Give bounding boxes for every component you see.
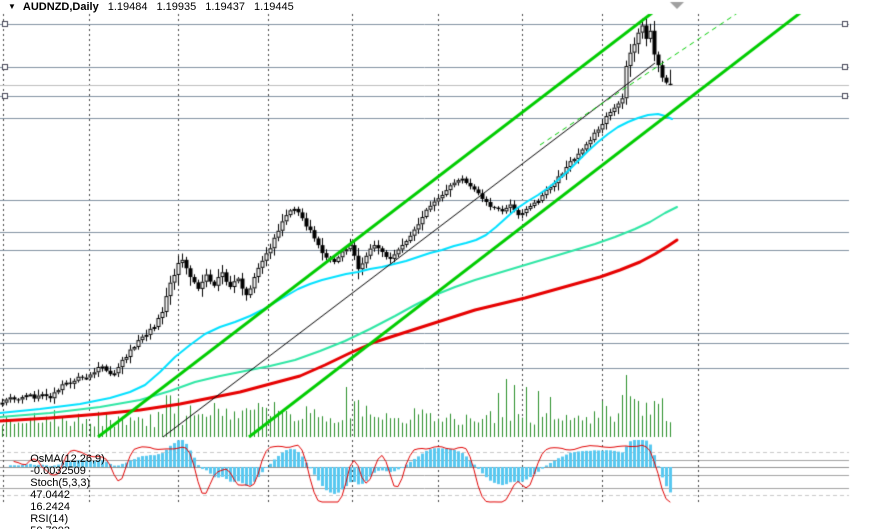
quote-low: 1.19437	[205, 0, 246, 13]
rsi-label: RSI(14)	[30, 513, 69, 525]
indicator-label-row: OsMA(12,26,9) -0.0032509 Stoch(5,3,3) 47…	[18, 441, 113, 529]
stoch-label: Stoch(5,3,3)	[30, 477, 91, 489]
chart-title-bar: ▼ AUDNZD,Daily 1.19484 1.19935 1.19437 1…	[0, 0, 894, 13]
osma-label: OsMA(12,26,9)	[30, 453, 105, 465]
symbol-timeframe-label: AUDNZD,Daily	[22, 0, 99, 13]
osma-value: -0.0032509	[30, 465, 86, 477]
quote-open: 1.19484	[107, 0, 148, 13]
stoch-signal-value: 16.2424	[30, 501, 70, 513]
quote-close: 1.19445	[254, 0, 294, 13]
stoch-main-value: 47.0442	[30, 489, 70, 501]
rsi-value: 50.7903	[30, 525, 70, 529]
quote-high: 1.19935	[156, 0, 197, 13]
symbol-dropdown-caret[interactable]: ▼	[8, 2, 16, 11]
